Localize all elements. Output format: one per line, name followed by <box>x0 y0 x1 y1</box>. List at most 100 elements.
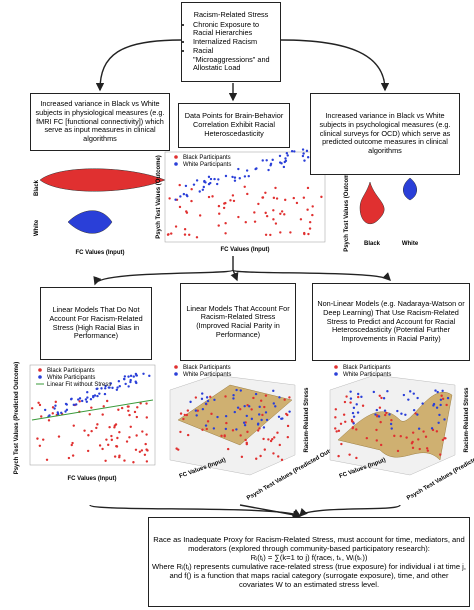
label: Racism-Related Stress <box>304 387 310 453</box>
point <box>244 438 247 442</box>
point <box>257 202 260 206</box>
point <box>375 415 379 418</box>
label: FC Values (Input) <box>75 250 124 256</box>
point <box>178 183 181 187</box>
point <box>231 194 235 197</box>
point <box>307 232 310 236</box>
point <box>334 408 338 411</box>
left-box: Increased variance in Black vs White sub… <box>30 93 170 151</box>
point <box>148 374 151 378</box>
point <box>183 233 187 236</box>
point <box>247 174 250 178</box>
point <box>206 420 210 423</box>
point <box>145 433 148 436</box>
point <box>340 442 343 446</box>
point <box>90 429 93 433</box>
point <box>213 177 216 181</box>
point <box>361 404 365 407</box>
point <box>272 209 275 212</box>
point <box>339 422 343 425</box>
point <box>334 416 337 419</box>
point <box>212 427 216 430</box>
top-item: Chronic Exposure to Racial Hierarchies <box>193 20 277 39</box>
point <box>272 452 275 455</box>
point <box>95 426 98 430</box>
point <box>301 154 305 158</box>
point <box>117 380 121 383</box>
point <box>349 397 353 400</box>
point <box>196 409 199 412</box>
legend-dot <box>38 368 42 372</box>
point <box>77 398 80 401</box>
bottom-box: Race as Inadequate Proxy for Racism-Rela… <box>148 517 470 607</box>
point <box>141 430 144 433</box>
point <box>175 447 178 450</box>
point <box>308 227 312 230</box>
point <box>278 161 282 164</box>
point <box>113 455 117 458</box>
legend-dot <box>174 365 178 369</box>
point <box>210 412 213 416</box>
box-text: Increased variance in Black vs White sub… <box>35 99 165 144</box>
point <box>432 402 436 406</box>
point <box>388 413 391 416</box>
point <box>145 448 148 451</box>
point <box>236 406 240 409</box>
point <box>185 413 189 417</box>
point <box>349 401 352 404</box>
point <box>195 179 199 182</box>
point <box>135 415 139 419</box>
point <box>201 392 204 395</box>
point <box>286 413 289 417</box>
point <box>441 438 445 442</box>
fit-line <box>31 399 154 421</box>
point <box>277 455 280 458</box>
point <box>186 194 189 198</box>
point <box>108 425 111 429</box>
point <box>404 413 407 416</box>
point <box>224 427 228 431</box>
point <box>104 384 107 388</box>
point <box>259 454 262 458</box>
point <box>105 438 108 441</box>
point <box>302 196 306 199</box>
point <box>275 197 279 200</box>
point <box>95 387 98 391</box>
point <box>170 232 173 235</box>
point <box>207 195 211 199</box>
point <box>83 429 86 432</box>
point <box>396 409 399 413</box>
point <box>168 197 171 200</box>
point <box>348 453 351 456</box>
point <box>264 394 268 397</box>
point <box>444 437 447 440</box>
point <box>207 175 211 179</box>
point <box>132 461 135 464</box>
point <box>194 396 198 399</box>
point <box>267 438 270 441</box>
point <box>289 231 292 234</box>
surface <box>337 392 453 461</box>
point <box>239 434 242 437</box>
point <box>213 398 216 402</box>
point <box>118 430 121 434</box>
label: Black Participants <box>343 365 391 371</box>
point <box>356 392 360 396</box>
point <box>136 406 139 409</box>
point <box>89 398 93 401</box>
point <box>102 405 105 408</box>
point <box>441 397 445 401</box>
label: FC Values (Input) <box>67 476 116 482</box>
point <box>65 408 69 412</box>
point <box>411 446 415 450</box>
point <box>174 198 177 201</box>
point <box>239 389 242 392</box>
point <box>179 430 182 434</box>
point <box>190 188 193 191</box>
point <box>378 406 382 409</box>
point <box>87 434 90 437</box>
point <box>279 212 282 215</box>
point <box>243 175 247 178</box>
point <box>254 392 258 396</box>
